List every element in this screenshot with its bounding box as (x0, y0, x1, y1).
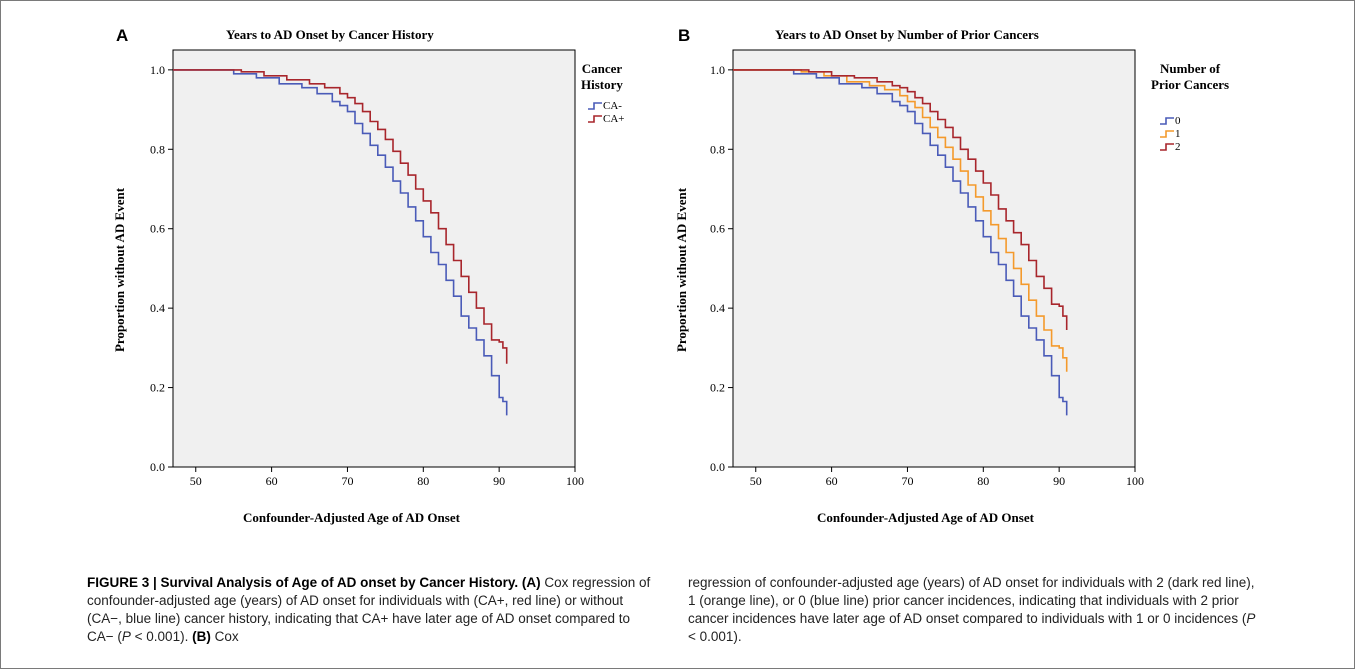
y-tick-label-b-0: 0.0 (710, 460, 725, 474)
caption-part-a-marker: (A) (521, 575, 541, 590)
x-tick-label-b-3: 80 (977, 474, 989, 488)
caption-label: FIGURE 3 | Survival Analysis of Age of A… (87, 575, 519, 590)
y-tick-label-b-1: 0.2 (710, 381, 725, 395)
y-tick-label-a-5: 1.0 (150, 63, 165, 77)
series-line-b-2 (733, 69, 1068, 330)
x-tick-label-b-4: 90 (1053, 474, 1065, 488)
x-tick-label-b-1: 60 (826, 474, 838, 488)
y-tick-label-b-3: 0.6 (710, 222, 725, 236)
panel-letter-a: A (116, 26, 129, 45)
x-tick-label-a-0: 50 (190, 474, 202, 488)
caption-p-symbol-b: P (1246, 611, 1256, 626)
chart-title-a: Years to AD Onset by Cancer History (226, 27, 434, 42)
legend-swatch-b-2 (1160, 143, 1174, 151)
x-tick-label-b-5: 100 (1126, 474, 1144, 488)
series-line-b-0 (733, 69, 1068, 416)
chart-title-b: Years to AD Onset by Number of Prior Can… (775, 27, 1039, 42)
x-axis-label-a: Confounder-Adjusted Age of AD Onset (243, 510, 460, 525)
caption-part-b-text: regression of confounder-adjusted age (y… (688, 575, 1255, 626)
legend-title-b-line2: Prior Cancers (1151, 77, 1230, 92)
y-tick-label-b-2: 0.4 (710, 301, 725, 315)
y-tick-label-a-4: 0.8 (150, 142, 165, 156)
legend-title-b: Number of Prior Cancers (1151, 61, 1229, 93)
caption-part-b-start: Cox (210, 629, 239, 644)
legend-swatch-b-0 (1160, 117, 1174, 125)
x-tick-label-b-2: 70 (901, 474, 913, 488)
caption-p-symbol: P (121, 629, 131, 644)
x-tick-label-a-1: 60 (266, 474, 278, 488)
series-line-a-CA+ (173, 69, 508, 364)
y-tick-label-a-1: 0.2 (150, 381, 165, 395)
legend-swatch-a-CA- (588, 102, 602, 110)
chart-a: 0.0 0.2 0.4 0.6 0.8 1.0 50 60 70 80 90 100 CA-CA+ (150, 49, 624, 488)
x-tick-label-a-2: 70 (341, 474, 353, 488)
plot-area-a (172, 49, 576, 468)
series-line-a-CA- (173, 69, 508, 416)
y-tick-label-a-0: 0.0 (150, 460, 165, 474)
series-line-b-1 (733, 69, 1068, 372)
caption-part-a-text: Cox regression of confounder-adjusted ag… (87, 575, 651, 644)
chart-b: 0.0 0.2 0.4 0.6 0.8 1.0 50 60 70 80 90 100 012 (710, 49, 1181, 488)
legend-title-b-line1: Number of (1160, 61, 1221, 76)
y-tick-label-b-4: 0.8 (710, 142, 725, 156)
figure-caption-right: regression of confounder-adjusted age (y… (688, 574, 1260, 646)
x-tick-label-a-4: 90 (493, 474, 505, 488)
legend-label-b-2: 2 (1175, 141, 1181, 153)
x-tick-label-b-0: 50 (750, 474, 762, 488)
x-axis-label-b: Confounder-Adjusted Age of AD Onset (817, 510, 1034, 525)
legend-title-a: Cancer History (581, 61, 623, 93)
caption-p-value: < 0.001). (130, 629, 193, 644)
figure-caption-left: FIGURE 3 | Survival Analysis of Age of A… (87, 574, 655, 646)
caption-p-value-b: < 0.001). (688, 629, 742, 644)
x-tick-label-a-5: 100 (566, 474, 584, 488)
legend-label-b-1: 1 (1175, 128, 1181, 140)
x-tick-label-a-3: 80 (417, 474, 429, 488)
legend-label-a-CA+: CA+ (603, 113, 624, 125)
panel-letter-b: B (678, 26, 691, 45)
legend-title-a-line1: Cancer (581, 61, 623, 76)
plot-area-b (732, 49, 1136, 468)
y-tick-label-a-3: 0.6 (150, 222, 165, 236)
legend-label-a-CA-: CA- (603, 100, 622, 112)
y-tick-label-a-2: 0.4 (150, 301, 165, 315)
y-tick-label-b-5: 1.0 (710, 63, 725, 77)
legend-swatch-b-1 (1160, 130, 1174, 138)
legend-label-b-0: 0 (1175, 115, 1181, 127)
legend-title-a-line2: History (581, 77, 623, 92)
legend-swatch-a-CA+ (588, 115, 602, 123)
caption-part-b-marker: (B) (192, 629, 211, 644)
